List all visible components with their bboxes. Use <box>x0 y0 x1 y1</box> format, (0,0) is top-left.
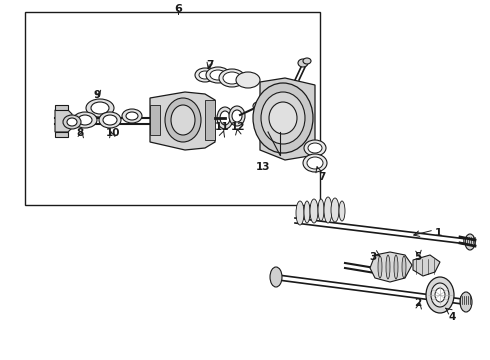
Ellipse shape <box>339 201 345 221</box>
Ellipse shape <box>236 72 260 88</box>
Ellipse shape <box>296 201 304 225</box>
Ellipse shape <box>99 112 121 128</box>
Ellipse shape <box>122 109 142 123</box>
Ellipse shape <box>378 256 382 278</box>
Text: 7: 7 <box>206 60 214 70</box>
Ellipse shape <box>73 112 97 128</box>
Ellipse shape <box>165 98 201 142</box>
Ellipse shape <box>253 83 313 153</box>
Ellipse shape <box>261 92 305 144</box>
Ellipse shape <box>199 71 211 79</box>
Ellipse shape <box>253 102 263 110</box>
Ellipse shape <box>431 283 449 307</box>
Ellipse shape <box>103 115 117 125</box>
Polygon shape <box>205 100 215 140</box>
Text: 6: 6 <box>174 4 182 14</box>
Text: 2: 2 <box>415 298 421 308</box>
Polygon shape <box>150 92 215 150</box>
Ellipse shape <box>206 67 230 83</box>
Text: 1: 1 <box>435 228 442 238</box>
Ellipse shape <box>91 102 109 114</box>
Ellipse shape <box>386 255 390 279</box>
Ellipse shape <box>460 292 472 312</box>
Ellipse shape <box>219 69 245 87</box>
Ellipse shape <box>232 110 242 122</box>
Ellipse shape <box>67 118 77 126</box>
Ellipse shape <box>126 112 138 120</box>
Polygon shape <box>55 132 68 137</box>
Ellipse shape <box>220 111 230 125</box>
Polygon shape <box>413 255 440 276</box>
Ellipse shape <box>402 256 406 278</box>
Text: 11: 11 <box>215 122 229 132</box>
Polygon shape <box>370 252 412 282</box>
Ellipse shape <box>304 140 326 156</box>
Ellipse shape <box>303 154 327 172</box>
Polygon shape <box>150 105 160 135</box>
Text: 5: 5 <box>415 252 421 262</box>
Ellipse shape <box>435 288 445 302</box>
Ellipse shape <box>426 277 454 313</box>
Ellipse shape <box>394 255 398 279</box>
Polygon shape <box>55 105 68 110</box>
Text: 13: 13 <box>256 162 270 172</box>
Ellipse shape <box>63 115 81 129</box>
Ellipse shape <box>304 201 310 223</box>
Ellipse shape <box>308 143 322 153</box>
Ellipse shape <box>310 199 318 223</box>
Ellipse shape <box>318 199 324 221</box>
Text: 8: 8 <box>76 128 84 138</box>
Ellipse shape <box>217 107 233 129</box>
Polygon shape <box>260 78 315 160</box>
Ellipse shape <box>223 72 241 84</box>
Ellipse shape <box>269 102 297 134</box>
Text: 12: 12 <box>231 122 245 132</box>
Ellipse shape <box>270 267 282 287</box>
Text: 9: 9 <box>94 90 100 100</box>
Text: 4: 4 <box>448 312 455 322</box>
Ellipse shape <box>324 197 332 223</box>
Text: 7: 7 <box>318 172 325 182</box>
Ellipse shape <box>86 99 114 117</box>
Ellipse shape <box>78 115 92 125</box>
Ellipse shape <box>465 234 475 250</box>
Polygon shape <box>55 110 72 132</box>
Text: 3: 3 <box>369 252 377 262</box>
Ellipse shape <box>229 106 245 126</box>
Ellipse shape <box>171 105 195 135</box>
Ellipse shape <box>298 59 308 67</box>
Bar <box>25 12 320 205</box>
Ellipse shape <box>307 157 323 169</box>
Ellipse shape <box>195 68 215 82</box>
Text: 10: 10 <box>106 128 120 138</box>
Ellipse shape <box>303 58 311 64</box>
Ellipse shape <box>331 198 339 222</box>
Ellipse shape <box>210 70 226 80</box>
